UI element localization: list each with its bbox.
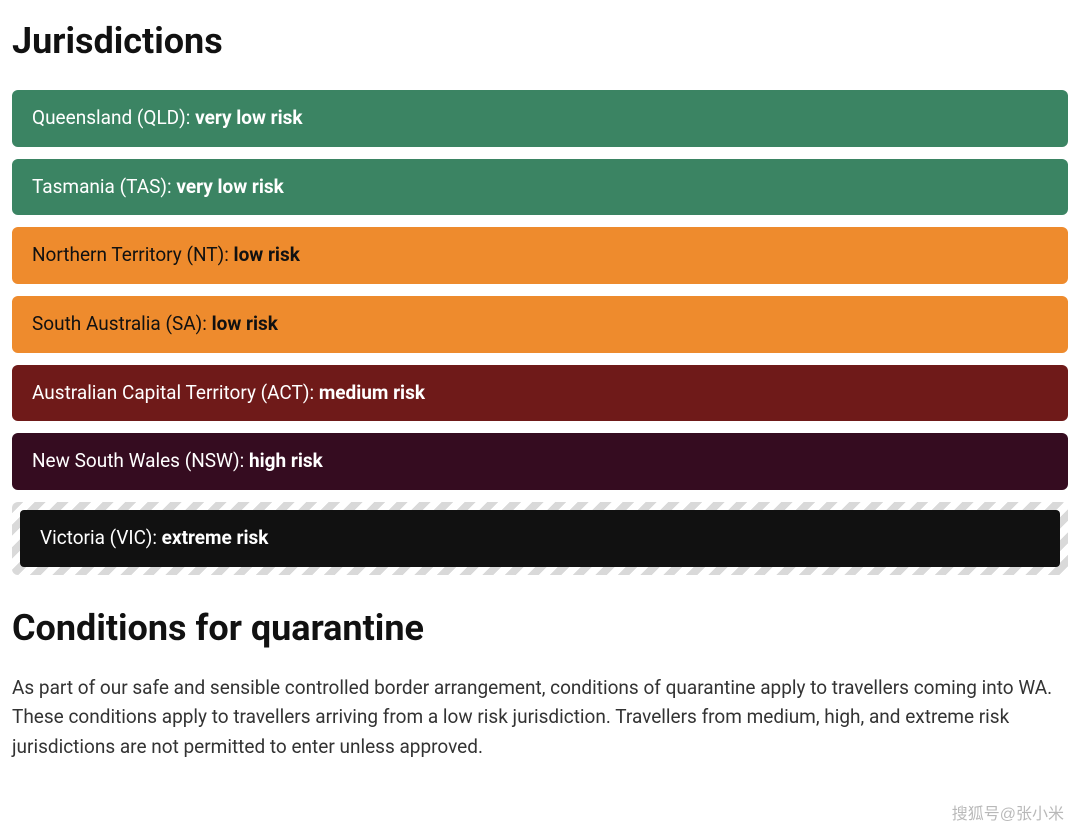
jurisdiction-name: Australian Capital Territory (ACT):: [32, 381, 319, 404]
jurisdiction-name: New South Wales (NSW):: [32, 449, 249, 472]
jurisdiction-name: Queensland (QLD):: [32, 106, 195, 129]
jurisdiction-risk: high risk: [249, 449, 323, 472]
jurisdiction-risk: medium risk: [319, 381, 425, 404]
jurisdiction-item[interactable]: Northern Territory (NT): low risk: [12, 227, 1068, 284]
jurisdiction-item[interactable]: Victoria (VIC): extreme risk: [20, 510, 1060, 567]
jurisdiction-item[interactable]: South Australia (SA): low risk: [12, 296, 1068, 353]
jurisdiction-name: South Australia (SA):: [32, 312, 212, 335]
hazard-border: Victoria (VIC): extreme risk: [12, 502, 1068, 575]
jurisdiction-item[interactable]: Australian Capital Territory (ACT): medi…: [12, 365, 1068, 422]
jurisdictions-list: Queensland (QLD): very low riskTasmania …: [12, 90, 1068, 575]
watermark-text: 搜狐号@张小米: [952, 800, 1064, 824]
jurisdiction-risk: extreme risk: [162, 526, 269, 549]
jurisdiction-item[interactable]: Tasmania (TAS): very low risk: [12, 159, 1068, 216]
jurisdiction-name: Victoria (VIC):: [40, 526, 162, 549]
jurisdiction-item[interactable]: Queensland (QLD): very low risk: [12, 90, 1068, 147]
conditions-body-text: As part of our safe and sensible control…: [12, 673, 1062, 761]
jurisdiction-name: Northern Territory (NT):: [32, 243, 234, 266]
jurisdiction-risk: low risk: [234, 243, 300, 266]
jurisdiction-risk: very low risk: [176, 175, 284, 198]
jurisdiction-item[interactable]: New South Wales (NSW): high risk: [12, 433, 1068, 490]
jurisdiction-name: Tasmania (TAS):: [32, 175, 176, 198]
conditions-heading: Conditions for quarantine: [12, 607, 1068, 649]
jurisdictions-heading: Jurisdictions: [12, 20, 1068, 62]
jurisdiction-risk: very low risk: [195, 106, 303, 129]
jurisdiction-risk: low risk: [212, 312, 278, 335]
